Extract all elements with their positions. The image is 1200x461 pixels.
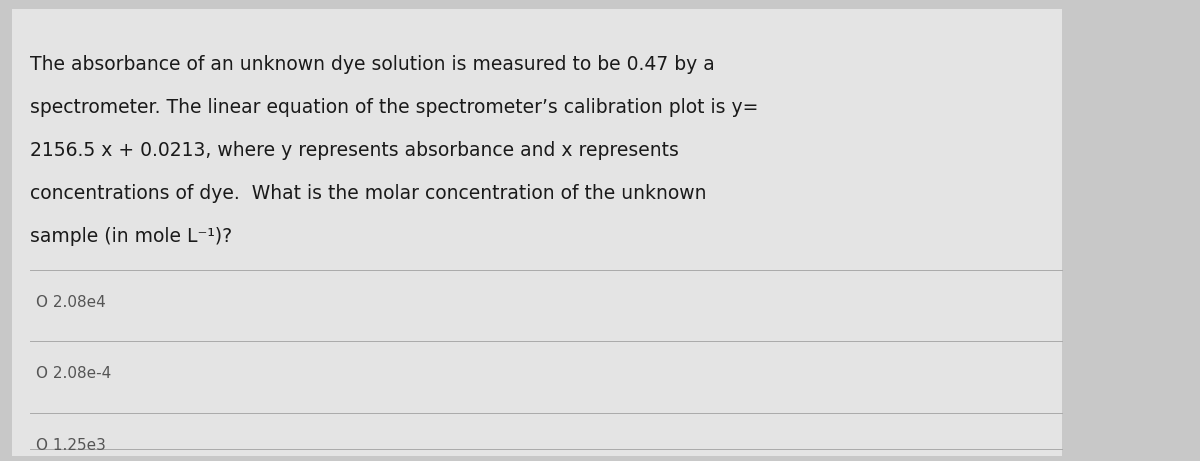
Text: 2156.5 x + 0.0213, where y represents absorbance and x represents: 2156.5 x + 0.0213, where y represents ab… <box>30 141 679 160</box>
Text: concentrations of dye.  What is the molar concentration of the unknown: concentrations of dye. What is the molar… <box>30 184 707 203</box>
Text: O 2.08e-4: O 2.08e-4 <box>36 366 112 382</box>
Text: O 1.25e3: O 1.25e3 <box>36 438 106 453</box>
Text: O 2.08e4: O 2.08e4 <box>36 295 106 310</box>
Text: The absorbance of an unknown dye solution is measured to be 0.47 by a: The absorbance of an unknown dye solutio… <box>30 55 715 74</box>
Text: spectrometer. The linear equation of the spectrometer’s calibration plot is y=: spectrometer. The linear equation of the… <box>30 98 758 117</box>
Text: sample (in mole L⁻¹)?: sample (in mole L⁻¹)? <box>30 227 232 246</box>
FancyBboxPatch shape <box>12 9 1062 456</box>
